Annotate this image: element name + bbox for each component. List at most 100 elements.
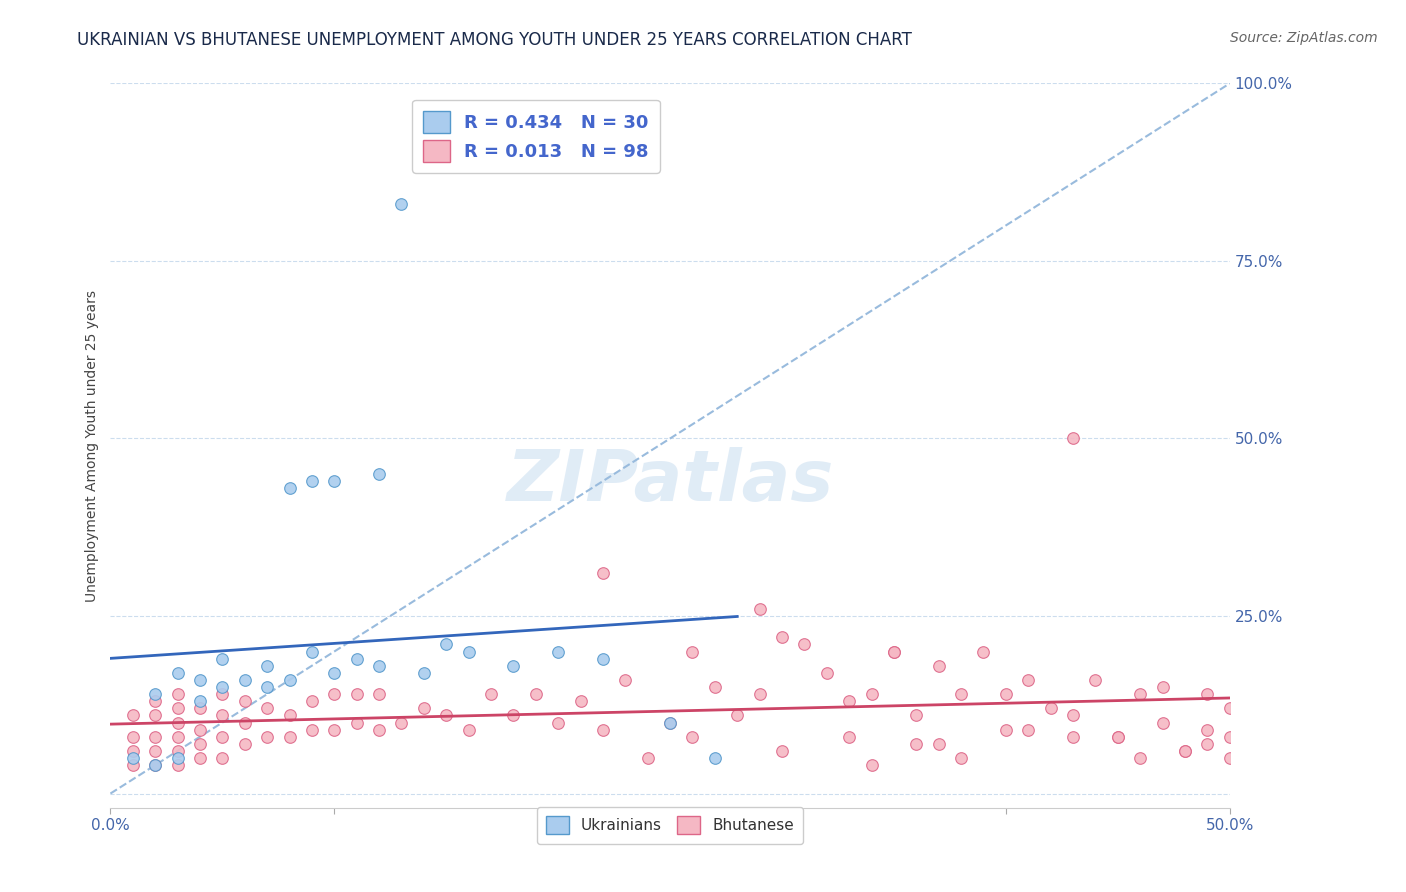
Point (950, 687, 973, 701)
Point (1152, 680, 1174, 694)
Point (592, 723, 614, 737)
Point (278, 730, 301, 744)
Point (368, 687, 391, 701)
Point (457, 723, 479, 737)
Point (838, 730, 860, 744)
Point (994, 687, 1017, 701)
Point (233, 673, 256, 687)
Point (391, 197, 413, 211)
Point (256, 680, 278, 694)
Point (121, 751, 143, 765)
Point (143, 687, 166, 701)
Point (323, 665, 346, 680)
Point (211, 751, 233, 765)
Point (1152, 715, 1174, 730)
Point (860, 687, 883, 701)
Point (166, 701, 188, 715)
Point (301, 723, 323, 737)
Point (233, 737, 256, 751)
Point (166, 687, 188, 701)
Point (211, 730, 233, 744)
Point (905, 737, 928, 751)
Point (793, 637, 815, 651)
Point (883, 644, 905, 658)
Y-axis label: Unemployment Among Youth under 25 years: Unemployment Among Youth under 25 years (86, 290, 100, 601)
Point (1062, 730, 1084, 744)
Point (748, 602, 770, 616)
Point (883, 644, 905, 658)
Point (211, 651, 233, 665)
Point (1197, 723, 1219, 737)
Point (121, 744, 143, 758)
Point (592, 651, 614, 665)
Point (838, 694, 860, 708)
Point (1039, 701, 1062, 715)
Point (637, 751, 659, 765)
Point (434, 637, 457, 651)
Point (1129, 751, 1152, 765)
Point (703, 751, 725, 765)
Point (301, 474, 323, 488)
Point (1219, 751, 1241, 765)
Point (211, 708, 233, 723)
Point (659, 715, 682, 730)
Point (1084, 673, 1107, 687)
Point (143, 694, 166, 708)
Point (815, 665, 838, 680)
Point (1219, 701, 1241, 715)
Point (457, 644, 479, 658)
Text: ZIPatlas: ZIPatlas (506, 447, 834, 516)
Point (1107, 730, 1129, 744)
Point (547, 644, 569, 658)
Point (1219, 730, 1241, 744)
Point (1017, 723, 1039, 737)
Text: Source: ZipAtlas.com: Source: ZipAtlas.com (1230, 31, 1378, 45)
Point (412, 701, 434, 715)
Point (748, 687, 770, 701)
Point (188, 723, 211, 737)
Point (547, 715, 569, 730)
Point (143, 708, 166, 723)
Point (1174, 744, 1197, 758)
Point (905, 708, 928, 723)
Point (121, 730, 143, 744)
Legend: Ukrainians, Bhutanese: Ukrainians, Bhutanese (537, 806, 803, 844)
Point (659, 715, 682, 730)
Point (681, 644, 703, 658)
Point (502, 708, 524, 723)
Point (166, 744, 188, 758)
Point (479, 687, 502, 701)
Point (502, 658, 524, 673)
Point (188, 673, 211, 687)
Point (211, 687, 233, 701)
Point (233, 694, 256, 708)
Point (143, 758, 166, 772)
Point (346, 651, 368, 665)
Point (1107, 730, 1129, 744)
Point (1174, 744, 1197, 758)
Point (346, 687, 368, 701)
Point (323, 723, 346, 737)
Point (1197, 737, 1219, 751)
Point (1197, 687, 1219, 701)
Point (166, 715, 188, 730)
Point (1062, 432, 1084, 446)
Point (770, 744, 793, 758)
Point (524, 687, 547, 701)
Point (166, 665, 188, 680)
Point (256, 730, 278, 744)
Point (121, 708, 143, 723)
Point (121, 758, 143, 772)
Point (1017, 673, 1039, 687)
Point (368, 658, 391, 673)
Point (166, 730, 188, 744)
Point (972, 644, 994, 658)
Point (256, 701, 278, 715)
Point (725, 708, 748, 723)
Point (434, 708, 457, 723)
Point (368, 723, 391, 737)
Point (569, 694, 592, 708)
Point (346, 715, 368, 730)
Text: UKRAINIAN VS BHUTANESE UNEMPLOYMENT AMONG YOUTH UNDER 25 YEARS CORRELATION CHART: UKRAINIAN VS BHUTANESE UNEMPLOYMENT AMON… (77, 31, 912, 49)
Point (188, 737, 211, 751)
